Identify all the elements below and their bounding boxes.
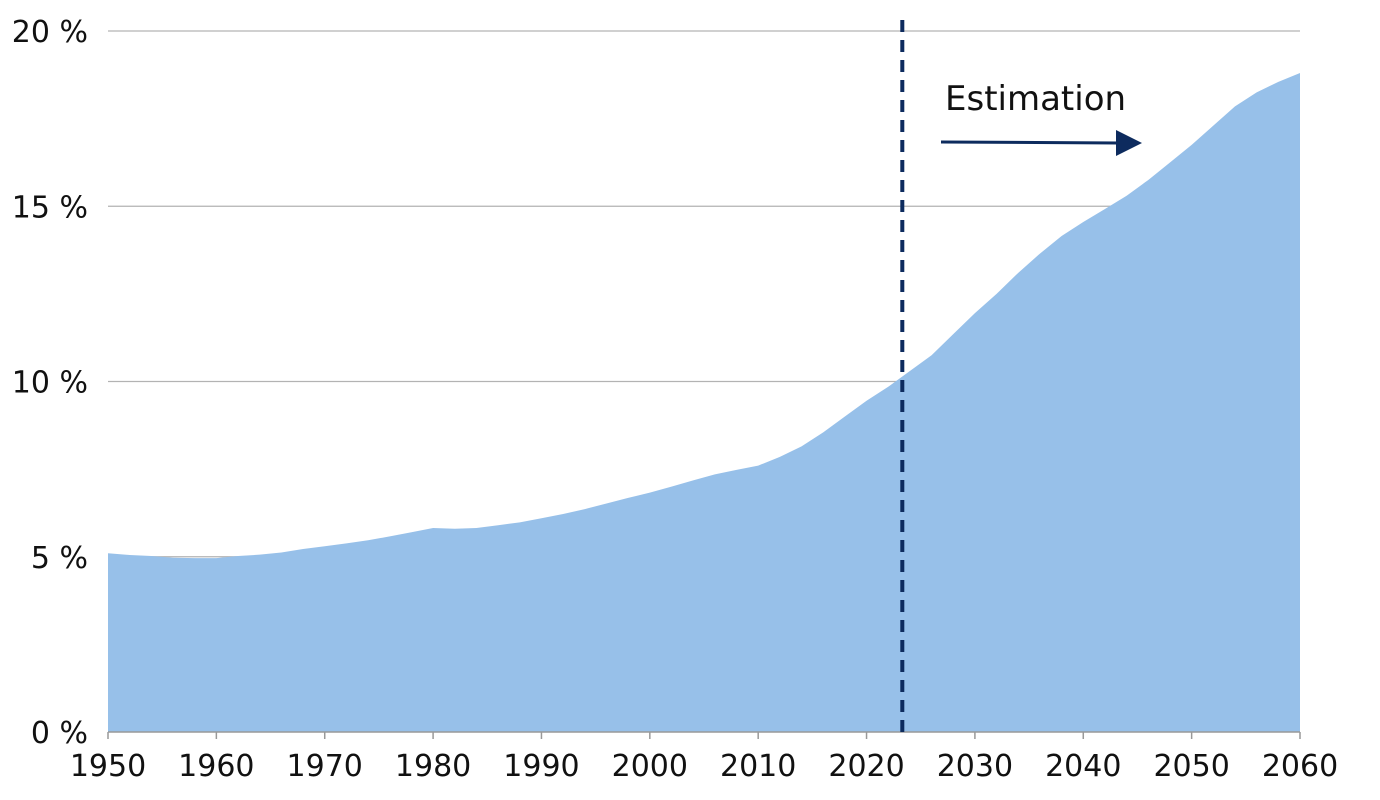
x-tick-label: 1970: [287, 749, 363, 784]
x-tick-label: 2000: [612, 749, 688, 784]
x-tick-label: 2060: [1262, 749, 1338, 784]
x-tick-label: 2010: [720, 749, 796, 784]
y-tick-label: 15 %: [12, 190, 88, 225]
x-tick-label: 2030: [937, 749, 1013, 784]
estimation-arrow-shaft: [940, 140, 1119, 145]
area-fill: [108, 73, 1300, 732]
x-tick-label: 2040: [1045, 749, 1121, 784]
y-tick-label: 5 %: [31, 541, 88, 576]
axes: 0 % 5 % 10 % 15 % 20 % 1950 1960 1970 1980 1990 20…: [12, 15, 1338, 784]
y-tick-label: 20 %: [12, 15, 88, 50]
y-tick-label: 10 %: [12, 366, 88, 401]
x-tick-label: 1950: [70, 749, 146, 784]
estimation-arrow-head: [1116, 130, 1142, 156]
y-tick-label: 0 %: [31, 716, 88, 751]
x-tick-label: 1980: [395, 749, 471, 784]
estimation-annotation: Estimation: [940, 79, 1142, 156]
estimation-label: Estimation: [945, 79, 1126, 119]
x-tick-label: 1990: [503, 749, 579, 784]
x-tick-label: 1960: [178, 749, 254, 784]
area-series: [108, 73, 1300, 732]
x-tick-label: 2050: [1153, 749, 1229, 784]
x-tick-label: 2020: [828, 749, 904, 784]
